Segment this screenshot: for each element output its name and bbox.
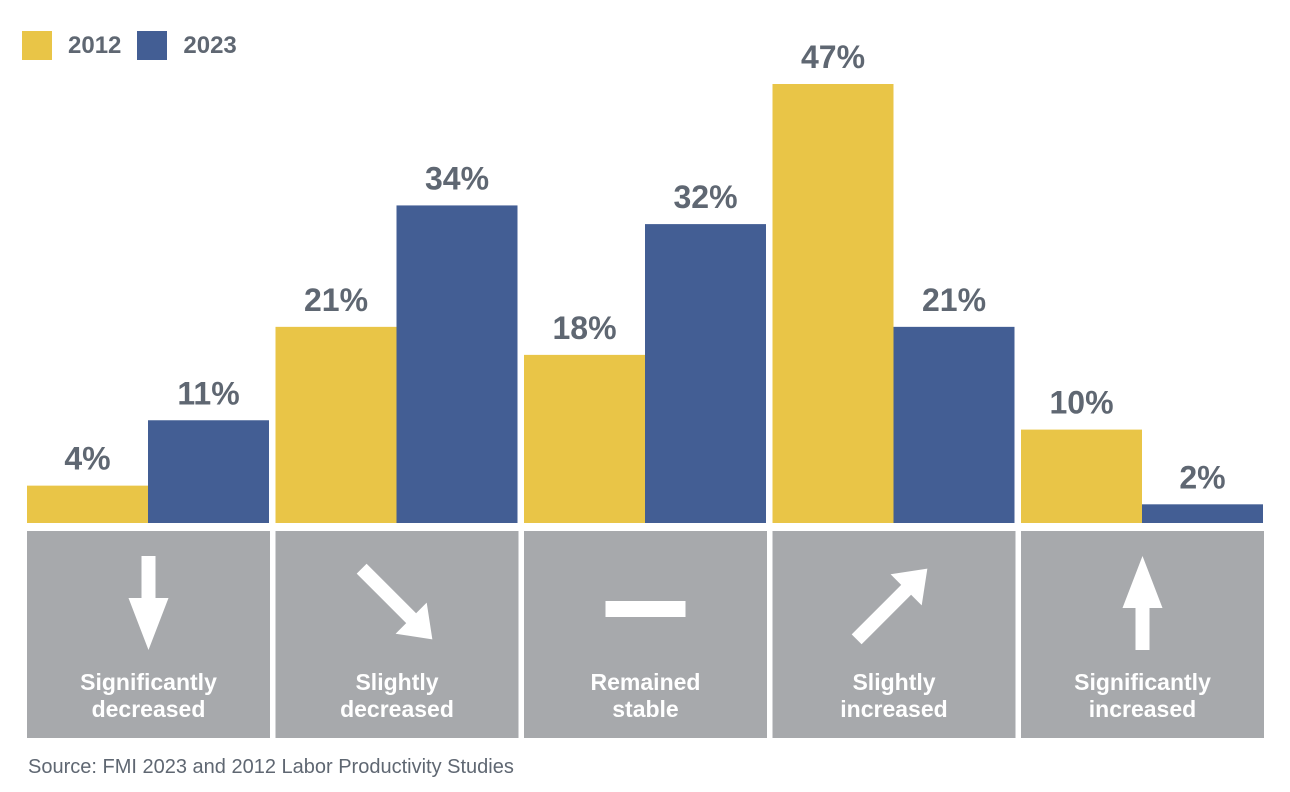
category-label-remained-stable-line2: stable <box>612 696 678 722</box>
arrow-up-icon <box>1122 556 1163 650</box>
arrow-up-right-icon <box>851 568 928 645</box>
legend: 2012 2023 <box>22 31 253 60</box>
value-label-2012-significantly-increased: 10% <box>1049 385 1113 421</box>
arrow-down-right-icon <box>356 563 433 640</box>
dash-icon <box>605 601 686 617</box>
value-label-2012-significantly-decreased: 4% <box>64 441 110 477</box>
value-label-2023-slightly-increased: 21% <box>922 282 986 318</box>
bar-2012-significantly-increased <box>1021 429 1142 523</box>
value-label-2012-remained-stable: 18% <box>552 310 616 346</box>
bar-2023-remained-stable <box>645 224 766 523</box>
category-label-significantly-increased-line1: Significantly <box>1074 669 1211 695</box>
arrow-down-icon <box>128 556 169 650</box>
bar-2012-slightly-increased <box>772 84 894 523</box>
category-label-slightly-increased-line2: increased <box>840 696 947 722</box>
legend-swatch-2023 <box>137 31 168 60</box>
bar-2023-significantly-decreased <box>148 420 269 523</box>
category-label-slightly-increased-line1: Slightly <box>852 669 935 695</box>
category-label-slightly-decreased-line1: Slightly <box>355 669 438 695</box>
legend-item-2012: 2012 <box>22 31 121 60</box>
value-label-2023-significantly-decreased: 11% <box>177 375 239 411</box>
source-note: Source: FMI 2023 and 2012 Labor Producti… <box>28 756 514 778</box>
bar-2012-remained-stable <box>524 354 645 523</box>
legend-item-2023: 2023 <box>137 31 237 60</box>
category-label-significantly-increased-line2: increased <box>1089 696 1196 722</box>
legend-label-2012: 2012 <box>68 31 122 59</box>
category-label-significantly-decreased-line1: Significantly <box>80 669 217 695</box>
value-label-2012-slightly-decreased: 21% <box>304 282 368 318</box>
bar-2012-slightly-decreased <box>275 326 397 523</box>
value-label-2012-slightly-increased: 47% <box>801 39 865 75</box>
value-label-2023-remained-stable: 32% <box>673 179 737 215</box>
category-panel-slightly-decreased <box>275 531 519 738</box>
category-label-slightly-decreased-line2: decreased <box>340 696 454 722</box>
bar-2023-slightly-decreased <box>396 205 518 523</box>
bar-2023-slightly-increased <box>893 326 1015 523</box>
legend-swatch-2012 <box>22 31 52 60</box>
bar-2023-significantly-increased <box>1142 504 1263 523</box>
baseline-gap <box>27 523 1270 531</box>
category-label-remained-stable-line1: Remained <box>591 669 701 695</box>
category-panel-remained-stable <box>524 531 767 738</box>
category-panel-slightly-increased <box>772 531 1016 738</box>
value-label-2023-slightly-decreased: 34% <box>425 160 489 196</box>
legend-label-2023: 2023 <box>183 31 237 59</box>
bar-2012-significantly-decreased <box>27 485 148 523</box>
value-label-2023-significantly-increased: 2% <box>1179 459 1225 495</box>
category-label-significantly-decreased-line2: decreased <box>92 696 206 722</box>
